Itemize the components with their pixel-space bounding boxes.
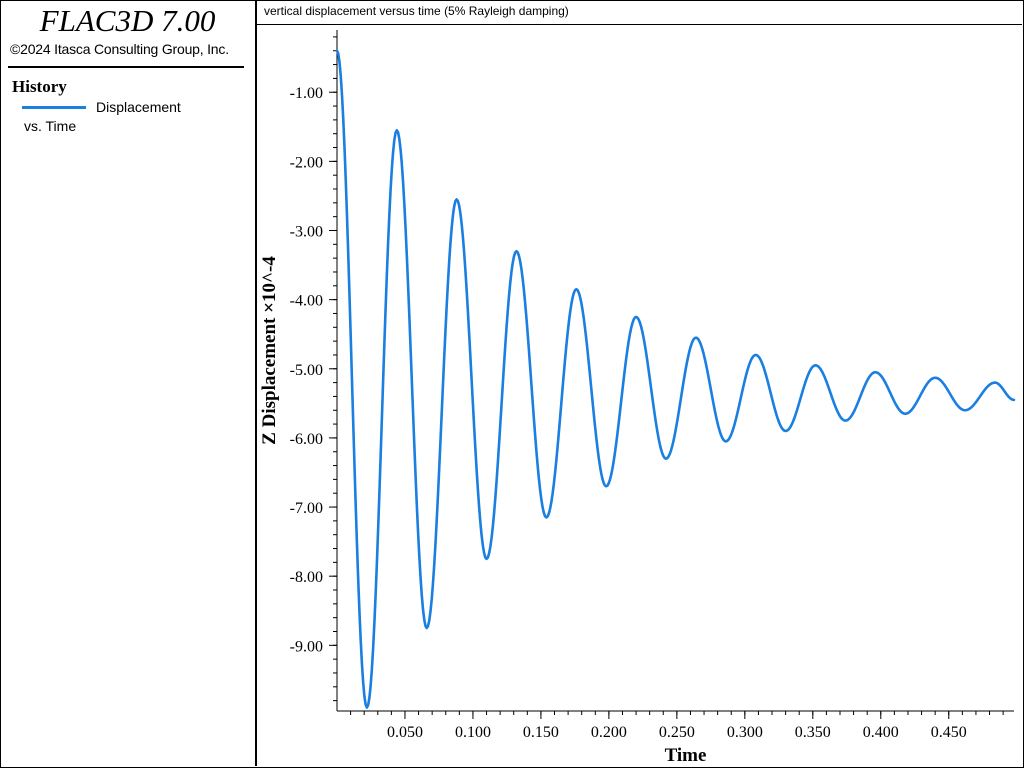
x-tick-label: 0.300 (727, 724, 763, 741)
plot-title-bar: vertical displacement versus time (5% Ra… (257, 0, 1022, 25)
sidebar: FLAC3D 7.00 ©2024 Itasca Consulting Grou… (0, 0, 257, 766)
app-title: FLAC3D 7.00 (39, 3, 216, 38)
y-tick-label: -3.00 (290, 223, 323, 240)
x-tick-label: 0.100 (455, 724, 491, 741)
sidebar-divider (8, 66, 244, 68)
history-heading: History (12, 77, 67, 96)
legend-line-swatch[interactable] (22, 106, 86, 109)
y-tick-label: -1.00 (290, 85, 323, 102)
x-tick-label: 0.050 (387, 724, 423, 741)
y-tick-label: -7.00 (290, 500, 323, 517)
x-tick-label: 0.400 (863, 724, 899, 741)
plot-title: vertical displacement versus time (5% Ra… (264, 4, 569, 18)
y-tick-label: -9.00 (290, 638, 323, 655)
x-tick-label: 0.150 (523, 724, 559, 741)
copyright-text: ©2024 Itasca Consulting Group, Inc. (10, 41, 229, 57)
y-tick-label: -2.00 (290, 154, 323, 171)
x-tick-label: 0.450 (931, 724, 967, 741)
legend-label-continued[interactable]: vs. Time (24, 118, 77, 134)
series-line-displacement[interactable] (335, 49, 1016, 709)
x-tick-label: 0.200 (591, 724, 627, 741)
x-tick-label: 0.250 (659, 724, 695, 741)
y-tick-label: -4.00 (290, 293, 323, 310)
legend-label[interactable]: Displacement (96, 99, 181, 115)
x-tick-label: 0.350 (795, 724, 831, 741)
y-axis-title: Z Displacement ×10^-4 (259, 256, 280, 445)
x-axis-title: Time (665, 745, 707, 766)
y-tick-label: -6.00 (290, 431, 323, 448)
y-tick-label: -8.00 (290, 569, 323, 586)
chart[interactable]: 0.050 0.100 0.150 0.200 0.250 0.300 0.350 0.400… (257, 25, 1022, 766)
y-tick-label: -5.00 (290, 362, 323, 379)
